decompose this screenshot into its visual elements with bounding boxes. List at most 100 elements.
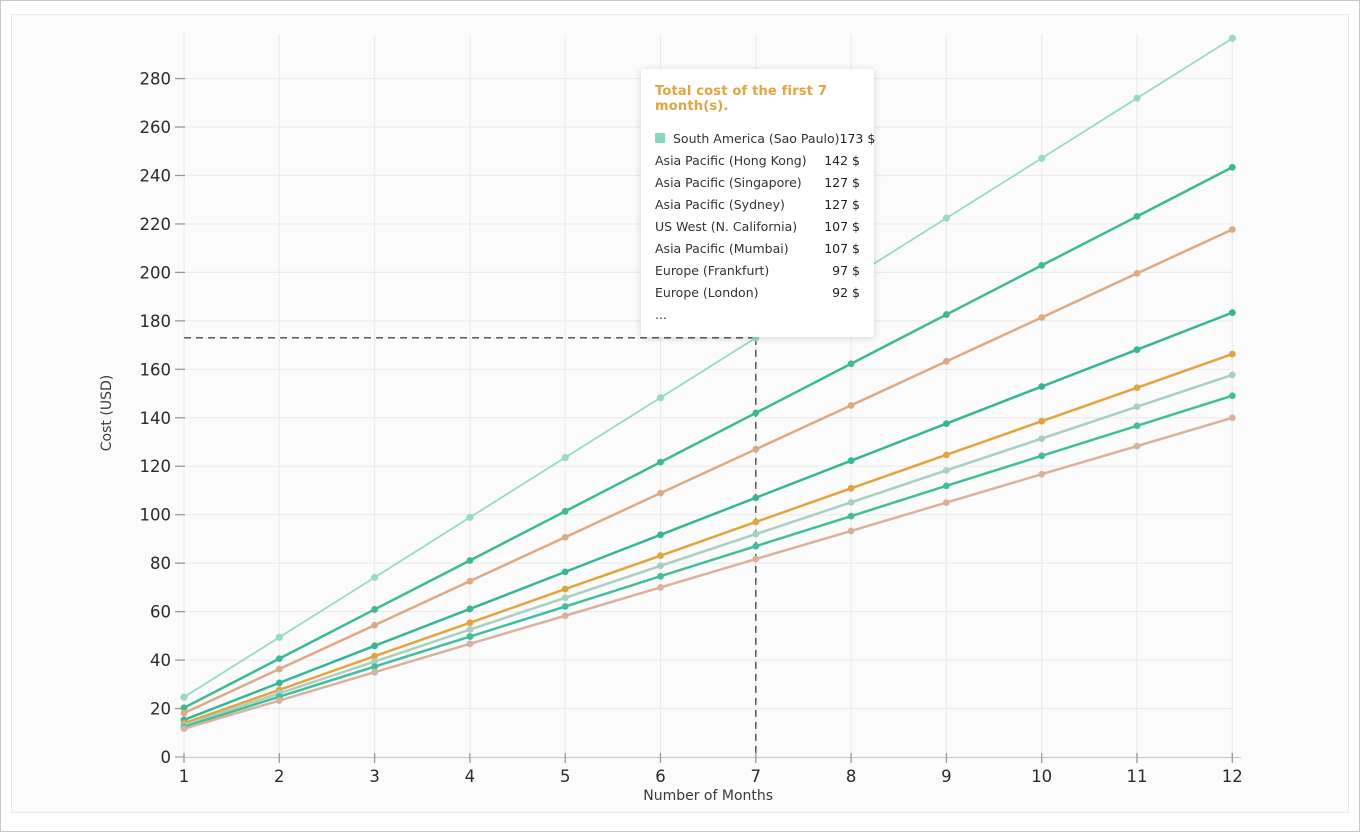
data-point[interactable] (180, 693, 188, 701)
data-point[interactable] (561, 603, 569, 610)
series-line-1[interactable] (180, 163, 1236, 712)
data-point[interactable] (1228, 350, 1236, 358)
data-point[interactable] (1133, 403, 1141, 411)
data-point[interactable] (943, 420, 950, 427)
data-point[interactable] (752, 494, 760, 502)
data-point[interactable] (1228, 371, 1236, 379)
data-point[interactable] (1228, 414, 1236, 422)
data-point[interactable] (1038, 261, 1046, 269)
data-point[interactable] (466, 626, 474, 633)
data-point[interactable] (1133, 213, 1141, 220)
data-point[interactable] (1038, 383, 1046, 390)
data-point[interactable] (371, 663, 378, 671)
tooltip-row-label: Europe (Frankfurt) (655, 262, 770, 278)
data-point[interactable] (561, 507, 569, 515)
tooltip-row-label: Asia Pacific (Singapore) (655, 174, 802, 190)
data-point[interactable] (466, 513, 474, 521)
data-point[interactable] (1228, 163, 1236, 171)
data-point[interactable] (371, 658, 378, 665)
data-point[interactable] (561, 594, 569, 602)
data-point[interactable] (752, 530, 760, 538)
data-point[interactable] (180, 725, 188, 733)
data-point[interactable] (847, 484, 855, 492)
data-point[interactable] (1133, 346, 1141, 354)
data-point[interactable] (847, 512, 855, 520)
data-point[interactable] (371, 642, 378, 650)
data-point[interactable] (943, 451, 950, 459)
data-point[interactable] (1038, 417, 1046, 425)
data-point[interactable] (752, 542, 760, 550)
data-point[interactable] (466, 557, 474, 564)
data-point[interactable] (1228, 392, 1236, 400)
series-line-3[interactable] (180, 309, 1236, 724)
data-point[interactable] (943, 357, 950, 365)
data-point[interactable] (943, 466, 950, 474)
data-point[interactable] (1038, 435, 1046, 443)
data-point[interactable] (1038, 154, 1046, 162)
data-point[interactable] (275, 633, 283, 641)
data-point[interactable] (1228, 34, 1236, 42)
data-point[interactable] (561, 612, 569, 620)
data-point[interactable] (847, 498, 855, 506)
data-point[interactable] (561, 533, 569, 541)
data-point[interactable] (466, 605, 474, 613)
data-point[interactable] (180, 709, 188, 717)
data-point[interactable] (1133, 422, 1141, 430)
data-point[interactable] (1038, 452, 1046, 460)
data-point[interactable] (943, 482, 950, 490)
data-point[interactable] (656, 394, 665, 402)
series-line-0[interactable] (180, 34, 1236, 701)
data-point[interactable] (275, 665, 283, 673)
data-point[interactable] (466, 640, 474, 648)
data-point[interactable] (1133, 269, 1141, 277)
data-point[interactable] (561, 453, 569, 462)
data-point[interactable] (275, 697, 283, 704)
data-point[interactable] (275, 655, 283, 663)
data-point[interactable] (752, 555, 760, 563)
data-point[interactable] (371, 606, 378, 613)
y-tick-label: 260 (140, 118, 172, 137)
series-line-7[interactable] (180, 414, 1236, 733)
data-point[interactable] (371, 621, 378, 629)
data-point[interactable] (943, 499, 950, 506)
data-point[interactable] (1133, 442, 1141, 450)
data-point[interactable] (466, 633, 474, 640)
data-point[interactable] (752, 409, 760, 417)
data-point[interactable] (561, 585, 569, 593)
data-point[interactable] (561, 568, 569, 576)
data-point[interactable] (847, 527, 855, 535)
series-line-2[interactable] (180, 226, 1236, 717)
data-point[interactable] (657, 572, 664, 580)
data-point[interactable] (466, 619, 474, 627)
data-point[interactable] (371, 652, 378, 660)
data-point[interactable] (847, 457, 855, 465)
data-point[interactable] (752, 518, 760, 526)
data-point[interactable] (180, 704, 188, 712)
x-tick-label: 10 (1031, 767, 1052, 786)
data-point[interactable] (847, 360, 855, 368)
data-point[interactable] (943, 311, 950, 318)
data-point[interactable] (1228, 309, 1236, 317)
data-point[interactable] (657, 583, 664, 591)
data-point[interactable] (466, 577, 474, 585)
data-point[interactable] (1133, 94, 1141, 102)
data-point[interactable] (657, 458, 664, 466)
data-point[interactable] (657, 552, 664, 560)
data-point[interactable] (752, 445, 760, 453)
series-line-4[interactable] (180, 350, 1236, 727)
series-line-6[interactable] (180, 392, 1236, 731)
data-point[interactable] (942, 214, 951, 222)
data-point[interactable] (1038, 314, 1046, 321)
data-point[interactable] (1228, 226, 1236, 233)
data-point[interactable] (275, 679, 283, 687)
data-point[interactable] (657, 489, 664, 497)
data-point[interactable] (657, 562, 664, 570)
data-point[interactable] (1038, 470, 1046, 478)
data-point[interactable] (657, 531, 664, 539)
data-point[interactable] (371, 668, 378, 676)
data-point[interactable] (1133, 384, 1141, 392)
data-point[interactable] (371, 573, 379, 582)
tooltip-row-label: Asia Pacific (Hong Kong) (655, 152, 807, 168)
series-line-5[interactable] (180, 371, 1236, 729)
data-point[interactable] (847, 402, 855, 409)
